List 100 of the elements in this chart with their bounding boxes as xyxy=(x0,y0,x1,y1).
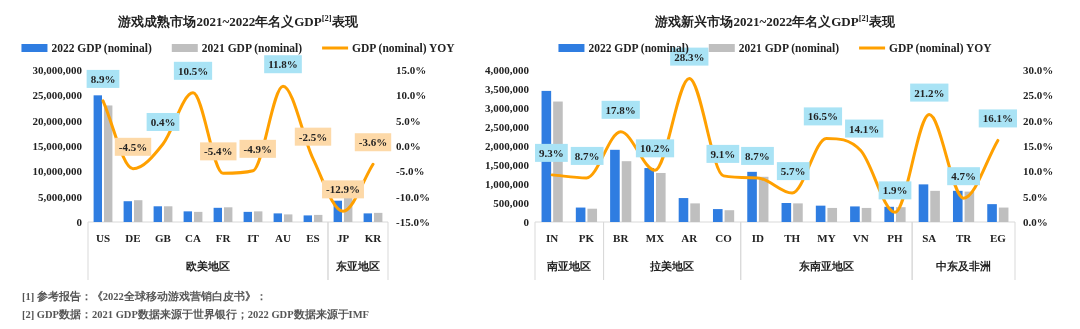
chart-title: 游戏新兴市场2021~2022年名义GDP$^{[2]}$表现 xyxy=(654,13,896,29)
data-label: 8.9% xyxy=(90,72,116,85)
text: 拉美地区 xyxy=(649,260,695,272)
data-label: -2.5% xyxy=(298,130,328,143)
y-tick-label: 2,000,000 xyxy=(485,140,530,152)
bar xyxy=(254,211,263,222)
x-tick-label: FR xyxy=(215,232,232,244)
chart-title: 游戏成熟市场2021~2022年名义GDP$^{[2]}$表现 xyxy=(117,13,359,29)
data-label: 10.5% xyxy=(177,64,209,77)
y2-tick-label: -5.0% xyxy=(396,165,425,178)
y-tick-label: 1,000,000 xyxy=(485,178,530,190)
bar xyxy=(303,215,312,222)
bar xyxy=(610,149,620,222)
bar xyxy=(243,211,252,222)
bar xyxy=(164,206,173,222)
x-tick-label: TH xyxy=(784,232,801,244)
bar xyxy=(690,203,700,222)
y2-tick-label: 15.0% xyxy=(396,64,427,76)
y2-tick-label: -15.0% xyxy=(396,216,430,228)
bar xyxy=(918,184,929,222)
bar xyxy=(656,172,666,222)
text: 中东及非洲 xyxy=(936,260,992,272)
text: 东南亚地区 xyxy=(797,260,854,272)
bar xyxy=(827,207,838,222)
text: 欧美地区 xyxy=(186,260,230,272)
x-tick-label: MX xyxy=(645,232,665,244)
data-label: 8.7% xyxy=(574,149,600,162)
bar xyxy=(213,207,222,222)
y-tick-label: 30,000,000 xyxy=(32,64,83,76)
bar xyxy=(952,190,963,222)
y-tick-label: 25,000,000 xyxy=(32,89,83,102)
y-tick-label: 3,000,000 xyxy=(485,102,530,114)
y-tick-label: 5,000,000 xyxy=(38,190,83,203)
bar xyxy=(284,214,293,222)
y2-tick-label: 0.0% xyxy=(396,140,421,152)
x-tick-label: BR xyxy=(613,232,630,244)
bar xyxy=(363,213,372,222)
x-tick-label: KR xyxy=(364,232,383,244)
bar xyxy=(153,206,162,222)
data-label: 11.8% xyxy=(268,58,298,71)
data-label: -4.9% xyxy=(243,142,272,155)
x-tick-label: MY xyxy=(817,232,836,244)
x-tick-label: AU xyxy=(275,232,291,244)
bar xyxy=(123,201,132,222)
y-tick-label: 3,500,000 xyxy=(485,83,530,95)
x-tick-label: US xyxy=(95,232,111,244)
y2-tick-label: 30.0% xyxy=(1023,64,1054,76)
y-tick-label: 0 xyxy=(76,216,83,228)
y2-tick-label: 20.0% xyxy=(1023,114,1054,127)
text: [1] 参考报告：《2022全球移动游戏营销白皮书》： xyxy=(22,290,267,302)
x-tick-label: PH xyxy=(887,232,904,244)
bar xyxy=(587,208,598,222)
x-tick-label: IN xyxy=(546,232,559,244)
legend-label: GDP (nominal) YOY xyxy=(352,42,456,55)
x-tick-label: AR xyxy=(681,232,699,244)
x-tick-label: JP xyxy=(336,232,350,244)
y-tick-label: 0 xyxy=(523,216,530,228)
x-tick-label: IT xyxy=(247,232,260,244)
data-label: -3.6% xyxy=(358,136,388,149)
y2-tick-label: 25.0% xyxy=(1023,89,1054,102)
y2-tick-label: 15.0% xyxy=(1023,140,1054,152)
legend-label: GDP (nominal) YOY xyxy=(889,42,993,55)
x-tick-label: EG xyxy=(989,232,1007,244)
data-label: -12.9% xyxy=(326,183,360,196)
y-tick-label: 15,000,000 xyxy=(32,140,83,152)
bar xyxy=(644,168,654,222)
bar xyxy=(183,211,192,222)
data-label: 16.5% xyxy=(807,110,839,123)
text: 东亚地区 xyxy=(335,260,380,272)
bar xyxy=(621,161,632,222)
data-label: 4.7% xyxy=(951,170,976,183)
data-label: 16.1% xyxy=(982,112,1013,125)
x-tick-label: VN xyxy=(852,232,869,244)
data-label: 9.1% xyxy=(710,147,736,160)
bar xyxy=(224,207,233,222)
x-tick-label: CO xyxy=(715,232,733,244)
y2-tick-label: 10.0% xyxy=(1023,165,1054,178)
y-tick-label: 20,000,000 xyxy=(32,114,83,127)
y2-tick-label: 10.0% xyxy=(396,89,427,102)
bar xyxy=(194,211,203,222)
data-label: -4.5% xyxy=(118,140,148,153)
data-label: 14.1% xyxy=(849,122,880,135)
x-tick-label: ID xyxy=(751,232,765,244)
x-tick-label: DE xyxy=(125,232,141,244)
y2-tick-label: -10.0% xyxy=(396,190,430,203)
bar xyxy=(93,95,102,222)
data-label: 9.3% xyxy=(539,146,564,159)
y2-tick-label: 0.0% xyxy=(1023,216,1048,228)
x-tick-label: SA xyxy=(922,232,937,244)
bar xyxy=(781,203,792,222)
y-tick-label: 4,000,000 xyxy=(485,64,530,76)
data-label: 10.2% xyxy=(639,142,671,155)
x-tick-label: TR xyxy=(955,232,973,244)
bar xyxy=(930,190,940,222)
data-label: 5.7% xyxy=(780,165,806,178)
bar xyxy=(987,204,997,222)
y-tick-label: 1,500,000 xyxy=(485,159,530,171)
data-label: -5.4% xyxy=(204,145,233,158)
bar xyxy=(793,203,803,222)
bar xyxy=(747,171,757,222)
